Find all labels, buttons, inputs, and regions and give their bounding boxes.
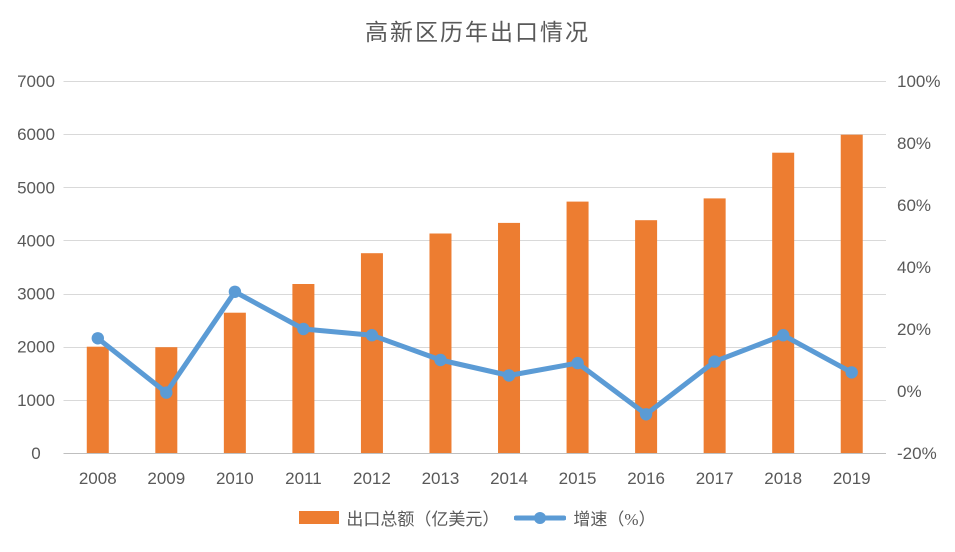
line-point-2009 <box>160 386 173 399</box>
right-axis-tick-label: 0% <box>897 382 922 401</box>
left-axis-tick-label: 4000 <box>17 231 55 250</box>
x-axis-category-label: 2013 <box>422 469 460 488</box>
bar-2010 <box>223 312 246 453</box>
line-point-2017 <box>708 355 721 368</box>
left-axis-tick-label: 2000 <box>17 338 55 357</box>
x-axis-category-label: 2016 <box>627 469 665 488</box>
line-point-2019 <box>845 366 858 379</box>
bar-2009 <box>155 347 178 453</box>
legend-line-sample-marker <box>534 511 547 524</box>
chart-title: 高新区历年出口情况 <box>365 20 590 45</box>
bar-2008 <box>86 346 109 453</box>
left-axis-tick-label: 5000 <box>17 178 55 197</box>
line-point-2016 <box>639 408 653 421</box>
bar-2014 <box>498 222 521 453</box>
x-axis-category-label: 2017 <box>696 469 734 488</box>
bar-2011 <box>292 284 315 453</box>
bar-2015 <box>566 201 589 453</box>
line-point-2014 <box>502 369 516 382</box>
right-axis-tick-label: 60% <box>897 196 931 215</box>
legend-line-label: 增速（%） <box>573 510 656 529</box>
legend-bar-swatch <box>299 511 340 524</box>
x-axis-category-label: 2019 <box>833 469 871 488</box>
growth-line <box>95 289 855 417</box>
bar-2012 <box>360 253 383 453</box>
legend: 出口总额（亿美元） 增速（%） <box>0 505 955 530</box>
line-point-2018 <box>777 329 790 342</box>
right-axis-tick-label: 80% <box>897 134 931 153</box>
bar-2017 <box>703 198 726 453</box>
right-axis-tick-label: 100% <box>897 72 940 91</box>
left-axis-tick-label: 3000 <box>17 285 55 304</box>
x-axis-category-label: 2011 <box>285 469 322 488</box>
x-axis-category-label: 2014 <box>490 469 528 488</box>
right-axis-tick-label: -20% <box>897 444 937 463</box>
line-point-2010 <box>228 285 242 298</box>
right-axis-tick-label: 40% <box>897 258 931 277</box>
legend-line-swatch <box>514 511 567 524</box>
x-axis-category-label: 2008 <box>79 469 117 488</box>
left-axis-tick-label: 1000 <box>17 391 55 410</box>
left-axis-tick-label: 6000 <box>17 125 55 144</box>
x-axis-category-label: 2015 <box>559 469 597 488</box>
bar-2019 <box>840 134 863 453</box>
bar-2016 <box>635 220 658 453</box>
bar-2018 <box>772 152 795 453</box>
line-point-2008 <box>91 332 105 345</box>
line-point-2012 <box>365 329 379 342</box>
x-axis-category-label: 2009 <box>147 469 185 488</box>
left-axis-tick-label: 0 <box>31 444 40 463</box>
line-point-2015 <box>571 356 584 370</box>
legend-bar-label: 出口总额（亿美元） <box>346 510 500 529</box>
line-point-2011 <box>297 322 310 336</box>
right-axis-tick-label: 20% <box>897 320 931 339</box>
bar-2013 <box>429 233 452 453</box>
x-axis-category-label: 2012 <box>353 469 391 488</box>
left-axis-tick-label: 7000 <box>17 72 55 91</box>
x-axis-category-label: 2018 <box>764 469 802 488</box>
x-axis-category-label: 2010 <box>216 469 254 488</box>
line-point-2013 <box>434 353 447 367</box>
